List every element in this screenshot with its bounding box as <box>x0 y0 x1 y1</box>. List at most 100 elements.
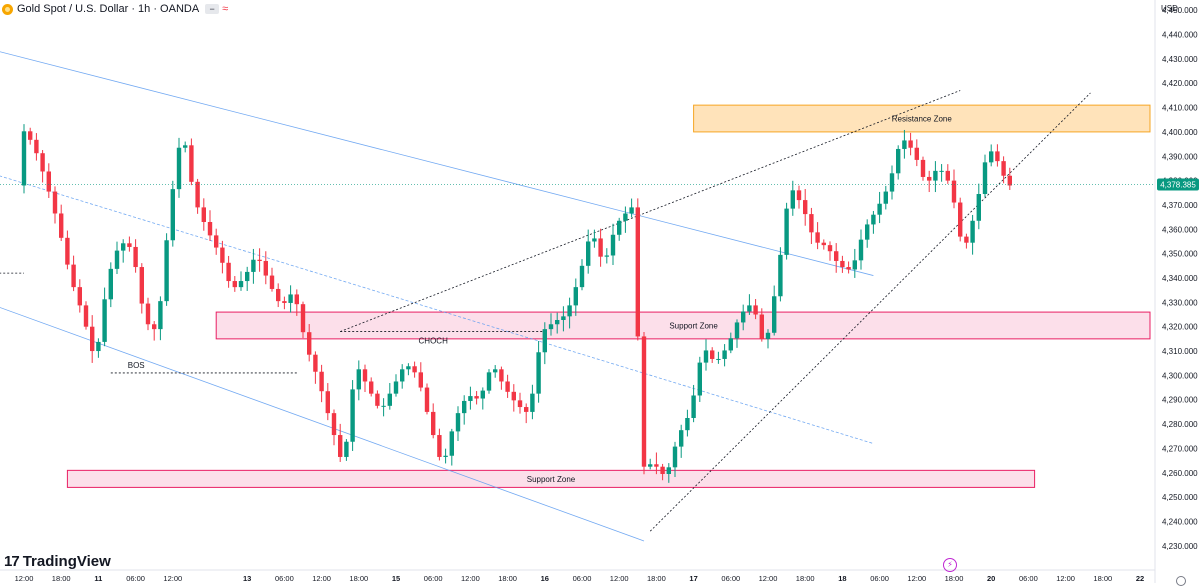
candle-body <box>517 400 523 408</box>
candle-body <box>964 236 969 243</box>
candle-body <box>716 358 721 360</box>
candle-body <box>362 369 368 382</box>
candle-body <box>232 281 237 288</box>
gold-coin-icon <box>2 3 13 15</box>
time-tick-label: 12:00 <box>907 574 926 583</box>
tradingview-wordmark: TradingView <box>22 553 111 570</box>
candle-body <box>982 162 988 194</box>
support-zone <box>215 311 1151 340</box>
symbol-title[interactable]: Gold Spot / U.S. Dollar · 1h · OANDA <box>17 3 200 15</box>
candle-body <box>437 435 442 457</box>
candle-body <box>21 131 27 186</box>
candle-body <box>635 207 640 337</box>
candle-body <box>139 267 144 304</box>
candle-body <box>579 265 585 288</box>
time-tick-label: 18:00 <box>796 574 815 583</box>
candle-body <box>710 350 715 359</box>
candle-body <box>133 246 138 268</box>
candle-body <box>790 190 795 209</box>
candle-body <box>871 214 876 225</box>
time-tick-label: 15 <box>392 574 400 583</box>
candle-body <box>970 220 975 243</box>
candle-body <box>852 260 857 270</box>
candle-body <box>251 259 256 272</box>
time-tick-label: 17 <box>689 574 697 583</box>
minus-icon[interactable]: − <box>205 4 220 14</box>
candle-body <box>592 238 597 242</box>
flash-icon[interactable]: ⚡ <box>943 558 957 572</box>
candle-body <box>927 176 932 181</box>
support-zone-label: Support Zone <box>669 321 718 330</box>
candle-body <box>257 259 262 261</box>
price-tick-label: 4,280.000 <box>1162 420 1198 429</box>
time-tick-label: 12:00 <box>312 574 331 583</box>
candle-body <box>989 151 994 163</box>
price-tick-label: 4,350.000 <box>1162 250 1198 259</box>
price-tick-label: 4,230.000 <box>1162 542 1198 551</box>
candle-body <box>486 372 492 391</box>
candle-body <box>660 466 665 474</box>
candle-body <box>52 191 58 214</box>
price-tick-label: 4,370.000 <box>1162 201 1198 210</box>
candle-body <box>827 245 833 252</box>
candle-body <box>108 268 113 300</box>
time-tick-label: 12:00 <box>461 574 480 583</box>
candle-body <box>703 350 709 363</box>
candle-body <box>753 305 758 315</box>
price-tick-label: 4,360.000 <box>1162 225 1198 234</box>
time-tick-label: 06:00 <box>870 574 889 583</box>
candle-body <box>865 224 870 240</box>
candle-body <box>914 147 919 160</box>
approx-wave-icon[interactable]: ≈ <box>222 3 229 15</box>
time-tick-label: 06:00 <box>126 574 145 583</box>
tradingview-mark-icon: 17 <box>4 553 20 570</box>
channel-mid-line <box>0 175 874 444</box>
candle-body <box>356 369 361 390</box>
candle-body <box>654 464 659 467</box>
candle-body <box>1007 175 1012 186</box>
candle-body <box>90 326 95 352</box>
candle-body <box>412 366 417 373</box>
candle-body <box>127 243 132 247</box>
candle-body <box>455 413 461 432</box>
time-tick-label: 12:00 <box>1056 574 1075 583</box>
candle-body <box>623 213 628 221</box>
price-tick-label: 4,260.000 <box>1162 469 1198 478</box>
candle-body <box>505 381 510 392</box>
candle-body <box>145 303 151 325</box>
currency-label[interactable]: USD <box>1161 4 1178 13</box>
candle-body <box>468 396 473 401</box>
settings-gear-icon[interactable] <box>1176 576 1186 586</box>
candle-body <box>331 413 337 436</box>
candle-body <box>722 350 727 359</box>
candle-body <box>586 241 591 266</box>
candle-body <box>883 191 888 204</box>
candle-body <box>474 396 479 399</box>
time-tick-label: 18:00 <box>1093 574 1112 583</box>
candle-body <box>338 435 343 457</box>
candle-body <box>958 202 963 237</box>
candle-body <box>697 362 702 396</box>
candle-body <box>567 305 572 317</box>
candle-body <box>369 381 374 394</box>
candle-body <box>629 207 634 214</box>
price-tick-label: 4,320.000 <box>1162 323 1198 332</box>
candle-body <box>34 139 39 154</box>
time-tick-label: 20 <box>987 574 995 583</box>
time-tick-label: 06:00 <box>275 574 294 583</box>
candle-body <box>896 148 901 174</box>
time-tick-label: 06:00 <box>424 574 443 583</box>
candle-body <box>951 180 957 203</box>
candle-body <box>796 190 802 201</box>
time-tick-label: 18:00 <box>647 574 666 583</box>
candle-body <box>542 329 547 353</box>
candle-body <box>431 411 436 436</box>
candle-body <box>939 170 944 172</box>
candle-body <box>226 262 231 282</box>
rising-wedge-upper-line <box>340 90 961 332</box>
time-tick-label: 18:00 <box>945 574 964 583</box>
candle-body <box>499 369 504 382</box>
candle-body <box>294 294 299 305</box>
time-tick-label: 18:00 <box>52 574 71 583</box>
